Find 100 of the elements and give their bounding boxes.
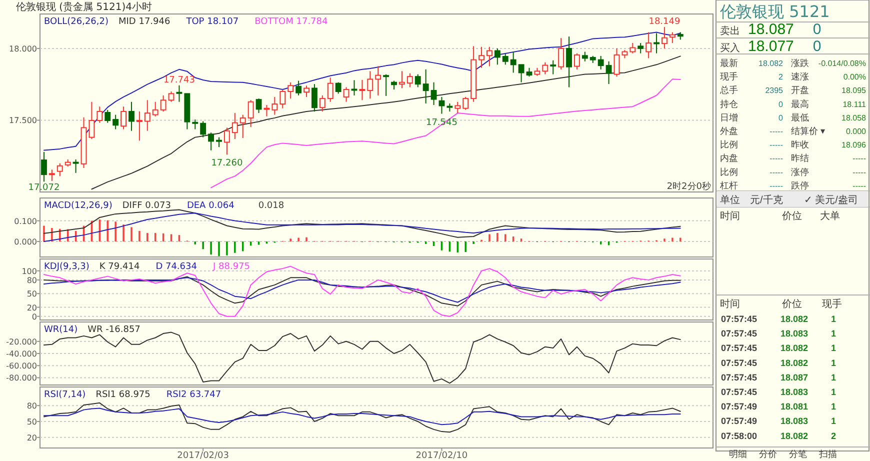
text: 18.058 xyxy=(842,113,867,122)
line-series xyxy=(43,332,681,384)
series-label: D 74.634 xyxy=(156,262,198,272)
text: 伦敦银现 5121 xyxy=(720,2,830,21)
text: 杠杆 xyxy=(719,180,738,190)
text: 元/千克 xyxy=(750,194,783,206)
annotation: 0.018 xyxy=(258,201,284,211)
annotation: 2时2分0秒 xyxy=(666,181,711,192)
text: 1 xyxy=(830,358,836,368)
text: 0 xyxy=(778,113,784,122)
candlestick xyxy=(136,110,142,142)
candlestick xyxy=(327,77,334,102)
text: 18.083 xyxy=(780,416,808,426)
series-label: J 88.975 xyxy=(212,262,250,272)
annotation: 18.149 xyxy=(648,17,680,28)
text: 18.077 xyxy=(748,38,794,55)
series-label: DEA 0.064 xyxy=(186,201,235,211)
series-label: DIFF 0.073 xyxy=(122,201,171,211)
candlestick xyxy=(662,26,668,49)
text: 最低 xyxy=(791,112,809,122)
candlestick xyxy=(272,96,278,116)
text: MID 17.946 xyxy=(118,17,170,27)
text: 18.096 xyxy=(842,140,867,150)
text: 2 xyxy=(778,72,784,82)
line-series xyxy=(210,78,681,188)
legend-title: KDJ(9,3,3) xyxy=(44,262,90,272)
text: 18.082 xyxy=(780,343,808,354)
text: ----- xyxy=(770,154,784,164)
text: 0.000 xyxy=(846,127,867,136)
candlestick xyxy=(669,32,676,44)
text: 分价 xyxy=(759,449,777,459)
text: 07:57:45 xyxy=(721,328,758,339)
text: 0.00% xyxy=(843,72,866,82)
y-tick-label: 80 xyxy=(26,276,37,285)
text: 外盘 xyxy=(720,126,738,136)
text: 现手 xyxy=(720,72,738,82)
text: 18.087 xyxy=(780,372,808,382)
y-tick-label: 0 xyxy=(32,312,37,322)
text: ----- xyxy=(770,127,784,136)
text: 07:57:45 xyxy=(721,387,758,397)
y-tick-label: 50 xyxy=(26,417,37,426)
text: ----- xyxy=(770,168,784,177)
text: 0 xyxy=(812,38,822,55)
text: 0 xyxy=(778,100,784,109)
y-tick-label: 100 xyxy=(22,266,37,276)
text: BOTTOM 17.784 xyxy=(254,17,328,27)
text: 分笔 xyxy=(789,449,807,459)
y-tick-label: 18.000 xyxy=(9,44,37,54)
text: 总手 xyxy=(719,85,738,96)
y-tick-label: 20 xyxy=(26,303,37,312)
text: 明细 xyxy=(729,449,747,459)
candlestick xyxy=(510,51,516,74)
text: 07:57:45 xyxy=(721,372,758,382)
x-tick-label: 2017/02/03 xyxy=(177,451,230,461)
text: 0 xyxy=(812,21,822,38)
text: 跌停 xyxy=(791,180,809,190)
text: 现手 xyxy=(822,298,842,310)
text: 1 xyxy=(830,387,836,397)
text: 07:57:45 xyxy=(721,314,758,324)
y-tick-label: 20 xyxy=(26,433,37,442)
text: 大单 xyxy=(820,210,840,222)
annotation: 17.260 xyxy=(211,158,243,169)
text: 1 xyxy=(830,416,836,426)
y-tick-label: -20.000 xyxy=(6,337,37,346)
annotation: 17.072 xyxy=(28,183,60,193)
legend-title: MACD(12,26,9) xyxy=(44,201,112,211)
text: 18.095 xyxy=(842,86,867,96)
chart-title: 伦敦银现 (贵金属 5121)4小时 xyxy=(16,1,152,13)
candlestick xyxy=(120,106,126,130)
text: 价位 xyxy=(781,210,802,222)
text: 1 xyxy=(830,372,836,382)
line-series xyxy=(43,402,681,433)
legend-title: RSI(7,14) xyxy=(44,390,86,400)
text: 涨跌 xyxy=(791,58,809,68)
text: 07:57:45 xyxy=(721,358,758,368)
candlestick xyxy=(144,100,150,132)
y-tick-label: 0.000 xyxy=(14,237,37,246)
candlestick xyxy=(470,46,477,102)
x-tick-label: 2017/02/10 xyxy=(416,451,468,461)
text: 07:57:49 xyxy=(721,416,758,426)
text: 开盘 xyxy=(791,85,809,96)
y-tick-label: 17.500 xyxy=(9,116,37,126)
line-series xyxy=(43,212,681,242)
line-series xyxy=(91,56,681,190)
series-label: RSI1 68.975 xyxy=(96,390,150,400)
text: 1 xyxy=(830,314,836,324)
text: 卖出 xyxy=(720,25,740,37)
text: 速涨 xyxy=(791,72,809,82)
text: 昨结 xyxy=(791,153,809,164)
text: ----- xyxy=(770,140,784,150)
text: 1 xyxy=(830,343,836,354)
line-series xyxy=(43,408,681,426)
candlestick xyxy=(367,70,374,100)
annotation: 17.743 xyxy=(163,75,195,86)
text: 18.082 xyxy=(758,59,784,68)
candlestick xyxy=(41,151,47,182)
line-series xyxy=(43,209,681,238)
candlestick xyxy=(375,66,382,96)
text: 比例 xyxy=(720,166,738,177)
text: TOP 18.107 xyxy=(185,17,239,27)
